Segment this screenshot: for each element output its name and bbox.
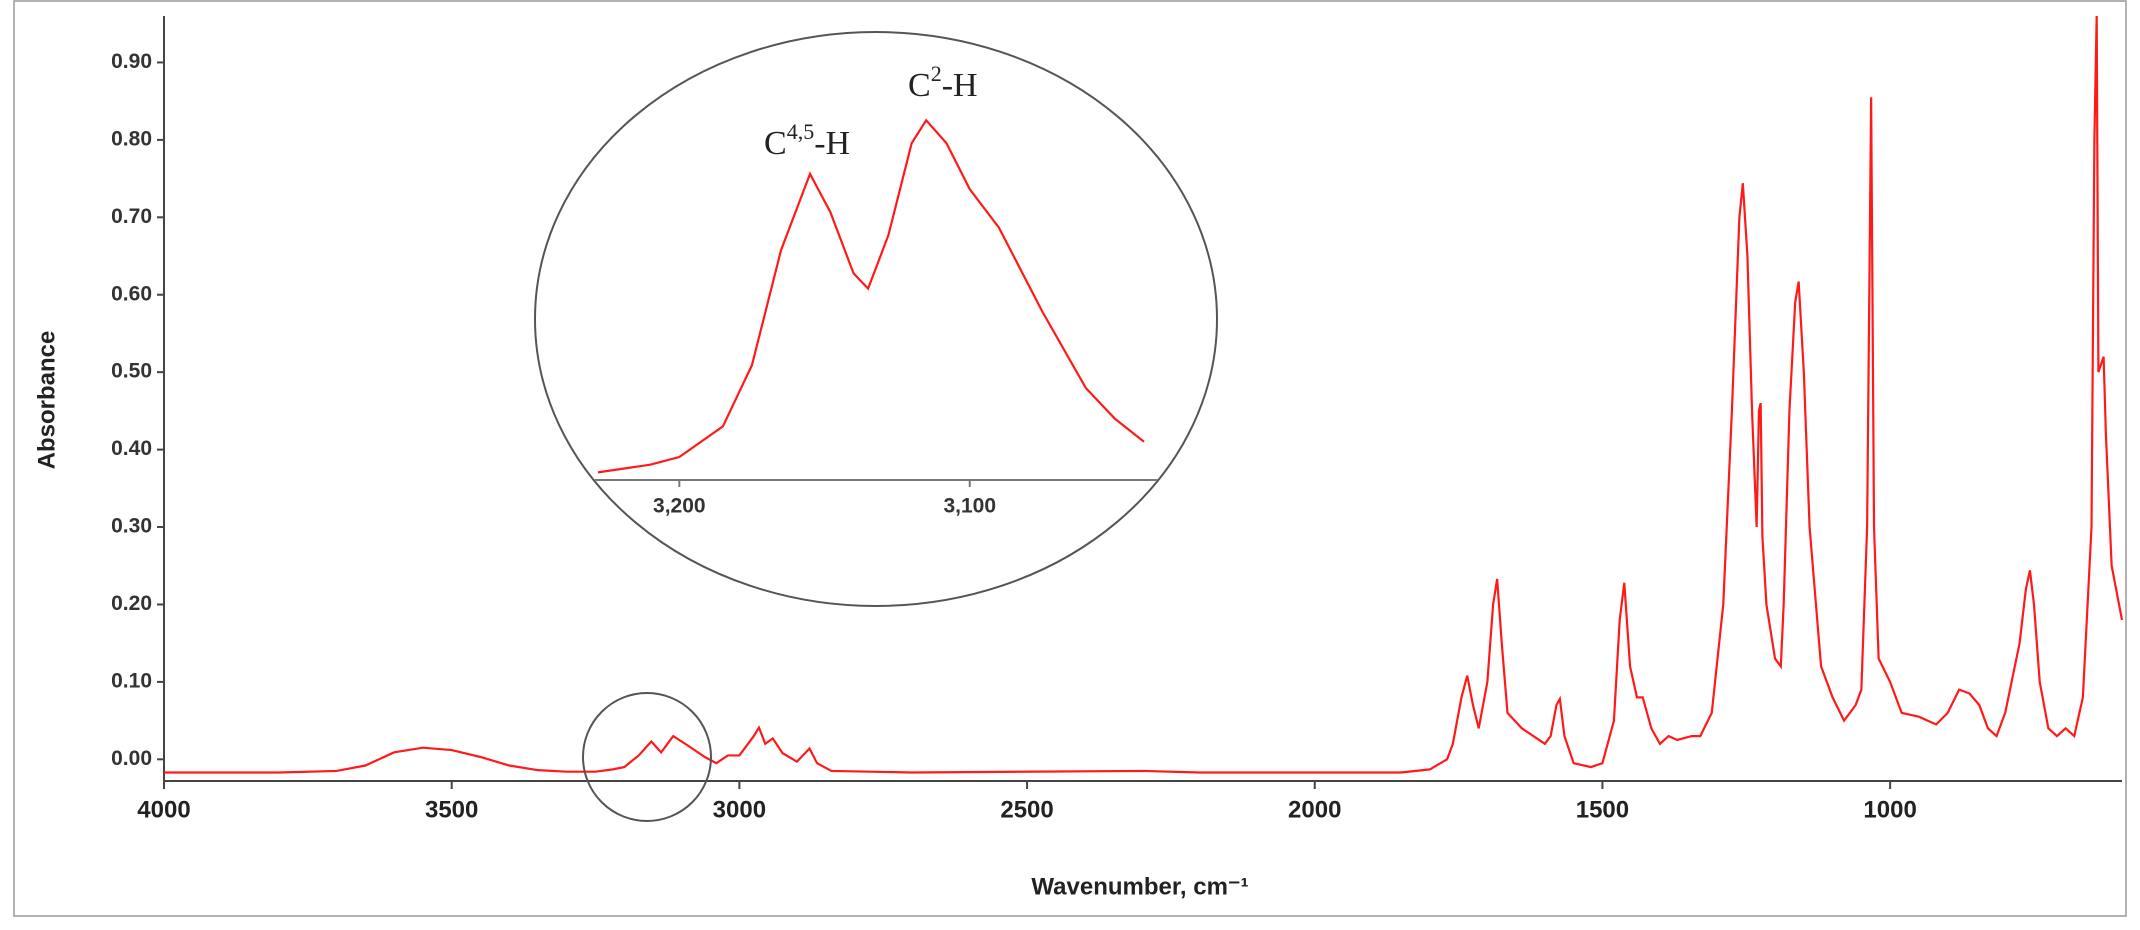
x-tick-label: 1500 xyxy=(1576,796,1629,823)
spectrum-line xyxy=(597,118,1145,474)
main-plot: 0.00 0.10 0.20 0.30 0.40 0.50 0.60 0.70 0.80 0.90… xyxy=(111,15,2124,823)
y-tick-label: 0.90 xyxy=(111,50,152,73)
frame xyxy=(13,0,2127,917)
x-tick-label: 4000 xyxy=(137,796,190,823)
y-tick-label: 0.00 xyxy=(111,747,152,770)
annotation-sup: 4,5 xyxy=(787,119,815,144)
x-axis-label: Wavenumber, cm⁻¹ xyxy=(1031,873,1248,900)
y-tick-label: 0.50 xyxy=(111,360,152,383)
x-tick-label: 3000 xyxy=(713,796,766,823)
y-tick-label: 0.40 xyxy=(111,437,152,460)
annotation-base: C xyxy=(764,125,787,162)
spectrum-line xyxy=(164,15,2124,774)
peak-annotation: C2-H xyxy=(908,61,978,104)
annotation-rest: -H xyxy=(942,67,978,104)
annotation-sup: 2 xyxy=(931,61,942,86)
x-tick-label: 1000 xyxy=(1863,796,1916,823)
peak-annotation: C4,5-H xyxy=(764,119,850,162)
y-tick-label: 0.80 xyxy=(111,127,152,150)
inset-plot: 3,200 3,100 xyxy=(560,118,1180,518)
inset-ellipse xyxy=(534,31,1218,607)
annotation-rest: -H xyxy=(814,125,850,162)
annotation-base: C xyxy=(908,67,931,104)
x-tick-label: 2500 xyxy=(1000,796,1053,823)
y-axis-label: Absorbance xyxy=(33,331,60,470)
y-tick-label: 0.70 xyxy=(111,205,152,228)
inset-x-tick-label: 3,200 xyxy=(653,495,706,518)
inset-x-tick-label: 3,100 xyxy=(943,495,996,518)
y-tick-label: 0.10 xyxy=(111,669,152,692)
x-tick-label: 3500 xyxy=(425,796,478,823)
x-tick-label: 2000 xyxy=(1288,796,1341,823)
y-tick-label: 0.30 xyxy=(111,515,152,538)
y-tick-label: 0.60 xyxy=(111,282,152,305)
zoom-circle xyxy=(582,692,712,822)
y-tick-label: 0.20 xyxy=(111,592,152,615)
